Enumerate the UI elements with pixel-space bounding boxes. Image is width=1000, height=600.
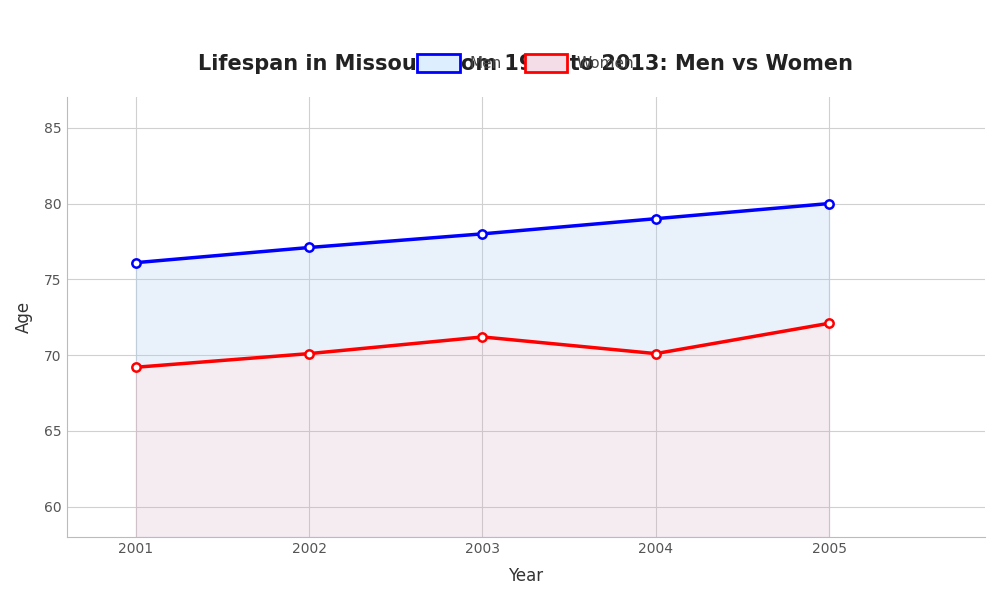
Title: Lifespan in Missouri from 1976 to 2013: Men vs Women: Lifespan in Missouri from 1976 to 2013: … bbox=[198, 53, 853, 74]
Legend: Men, Women: Men, Women bbox=[411, 48, 640, 78]
X-axis label: Year: Year bbox=[508, 567, 543, 585]
Y-axis label: Age: Age bbox=[15, 301, 33, 333]
